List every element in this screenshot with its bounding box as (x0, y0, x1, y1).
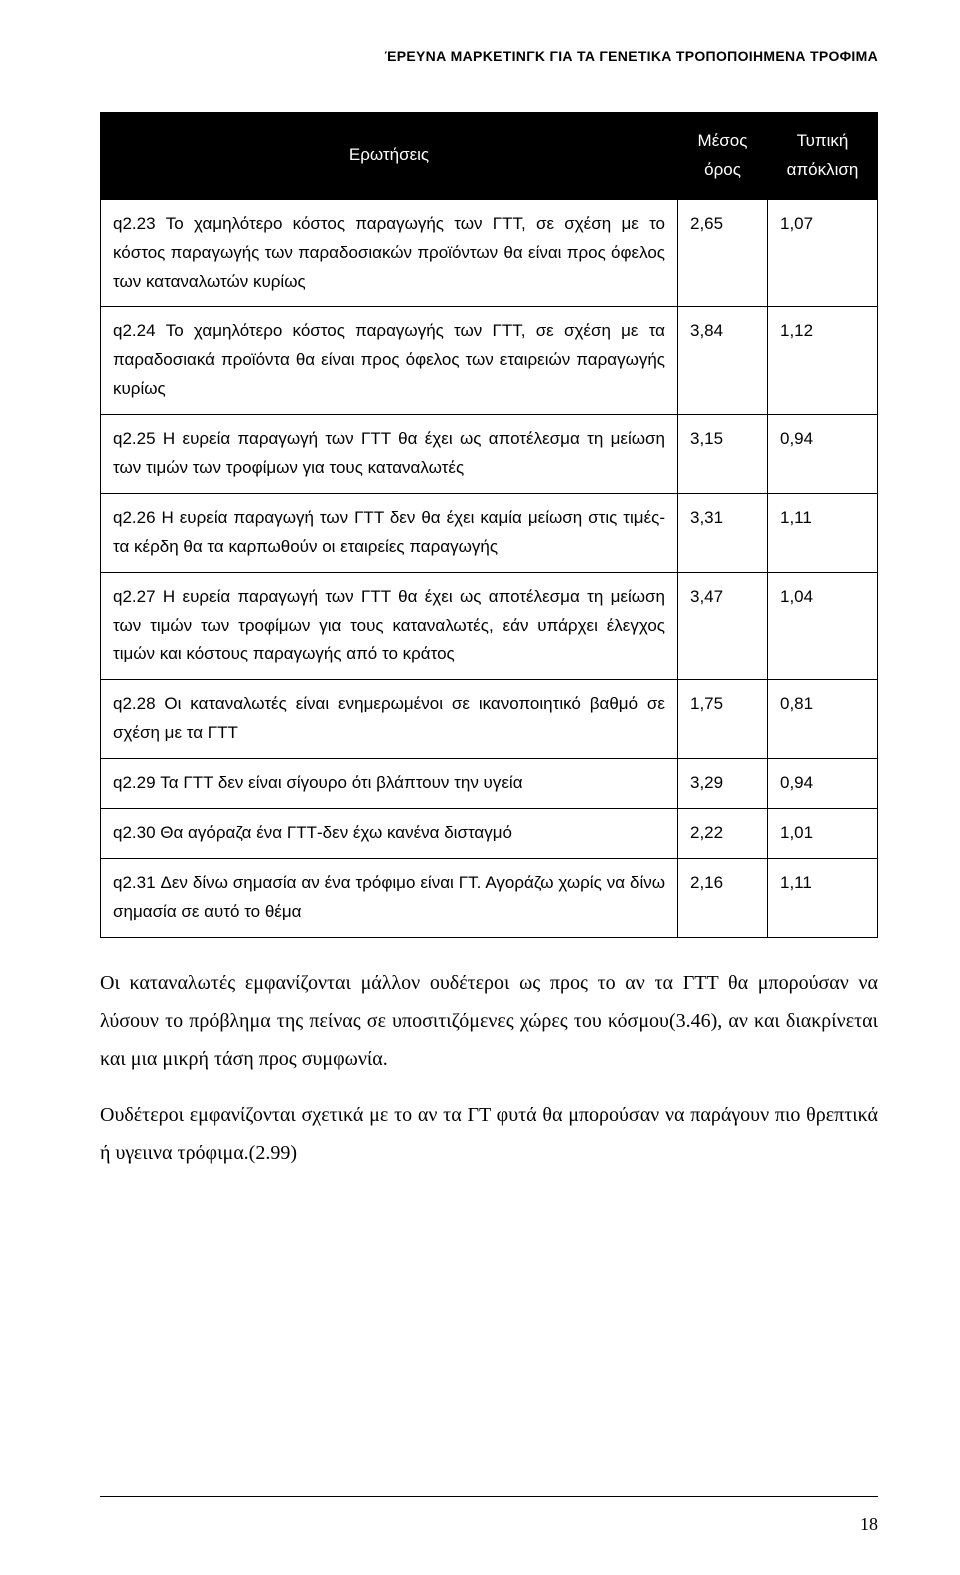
table-row: q2.24 Το χαμηλότερο κόστος παραγωγής των… (101, 307, 878, 415)
header-std: Τυπική απόκλιση (768, 113, 878, 200)
mean-cell: 3,84 (678, 307, 768, 415)
table-row: q2.23 Το χαμηλότερο κόστος παραγωγής των… (101, 199, 878, 307)
mean-cell: 3,29 (678, 759, 768, 809)
std-cell: 1,07 (768, 199, 878, 307)
body-paragraph: Ουδέτεροι εμφανίζονται σχετικά με το αν … (100, 1096, 878, 1172)
running-head: ΈΡΕΥΝΑ ΜΑΡΚΕΤΙΝΓΚ ΓΙΑ ΤΑ ΓΕΝΕΤΙΚΑ ΤΡΟΠΟΠ… (100, 48, 878, 64)
std-cell: 0,81 (768, 680, 878, 759)
header-mean: Μέσος όρος (678, 113, 768, 200)
mean-cell: 3,47 (678, 572, 768, 680)
question-cell: q2.24 Το χαμηλότερο κόστος παραγωγής των… (101, 307, 678, 415)
question-cell: q2.30 Θα αγόραζα ένα ΓΤΤ-δεν έχω κανένα … (101, 809, 678, 859)
table-row: q2.31 Δεν δίνω σημασία αν ένα τρόφιμο εί… (101, 858, 878, 937)
mean-cell: 3,15 (678, 415, 768, 494)
page-number: 18 (860, 1514, 878, 1535)
mean-cell: 1,75 (678, 680, 768, 759)
question-cell: q2.23 Το χαμηλότερο κόστος παραγωγής των… (101, 199, 678, 307)
question-cell: q2.31 Δεν δίνω σημασία αν ένα τρόφιμο εί… (101, 858, 678, 937)
question-cell: q2.28 Οι καταναλωτές είναι ενημερωμένοι … (101, 680, 678, 759)
table-row: q2.25 Η ευρεία παραγωγή των ΓΤΤ θα έχει … (101, 415, 878, 494)
mean-cell: 2,65 (678, 199, 768, 307)
question-cell: q2.29 Τα ΓΤΤ δεν είναι σίγουρο ότι βλάπτ… (101, 759, 678, 809)
std-cell: 1,11 (768, 858, 878, 937)
mean-cell: 2,22 (678, 809, 768, 859)
table-row: q2.29 Τα ΓΤΤ δεν είναι σίγουρο ότι βλάπτ… (101, 759, 878, 809)
std-cell: 1,12 (768, 307, 878, 415)
mean-cell: 2,16 (678, 858, 768, 937)
question-cell: q2.26 Η ευρεία παραγωγή των ΓΤΤ δεν θα έ… (101, 493, 678, 572)
std-cell: 1,01 (768, 809, 878, 859)
survey-table: Ερωτήσεις Μέσος όρος Τυπική απόκλιση q2.… (100, 112, 878, 938)
std-cell: 1,04 (768, 572, 878, 680)
std-cell: 0,94 (768, 759, 878, 809)
table-row: q2.30 Θα αγόραζα ένα ΓΤΤ-δεν έχω κανένα … (101, 809, 878, 859)
table-row: q2.27 Η ευρεία παραγωγή των ΓΤΤ θα έχει … (101, 572, 878, 680)
question-cell: q2.27 Η ευρεία παραγωγή των ΓΤΤ θα έχει … (101, 572, 678, 680)
question-cell: q2.25 Η ευρεία παραγωγή των ΓΤΤ θα έχει … (101, 415, 678, 494)
std-cell: 0,94 (768, 415, 878, 494)
mean-cell: 3,31 (678, 493, 768, 572)
table-row: q2.28 Οι καταναλωτές είναι ενημερωμένοι … (101, 680, 878, 759)
footer-rule (100, 1496, 878, 1497)
body-text: Οι καταναλωτές εμφανίζονται μάλλον ουδέτ… (100, 964, 878, 1172)
header-question: Ερωτήσεις (101, 113, 678, 200)
table-body: q2.23 Το χαμηλότερο κόστος παραγωγής των… (101, 199, 878, 937)
table-header-row: Ερωτήσεις Μέσος όρος Τυπική απόκλιση (101, 113, 878, 200)
std-cell: 1,11 (768, 493, 878, 572)
body-paragraph: Οι καταναλωτές εμφανίζονται μάλλον ουδέτ… (100, 964, 878, 1078)
table-row: q2.26 Η ευρεία παραγωγή των ΓΤΤ δεν θα έ… (101, 493, 878, 572)
